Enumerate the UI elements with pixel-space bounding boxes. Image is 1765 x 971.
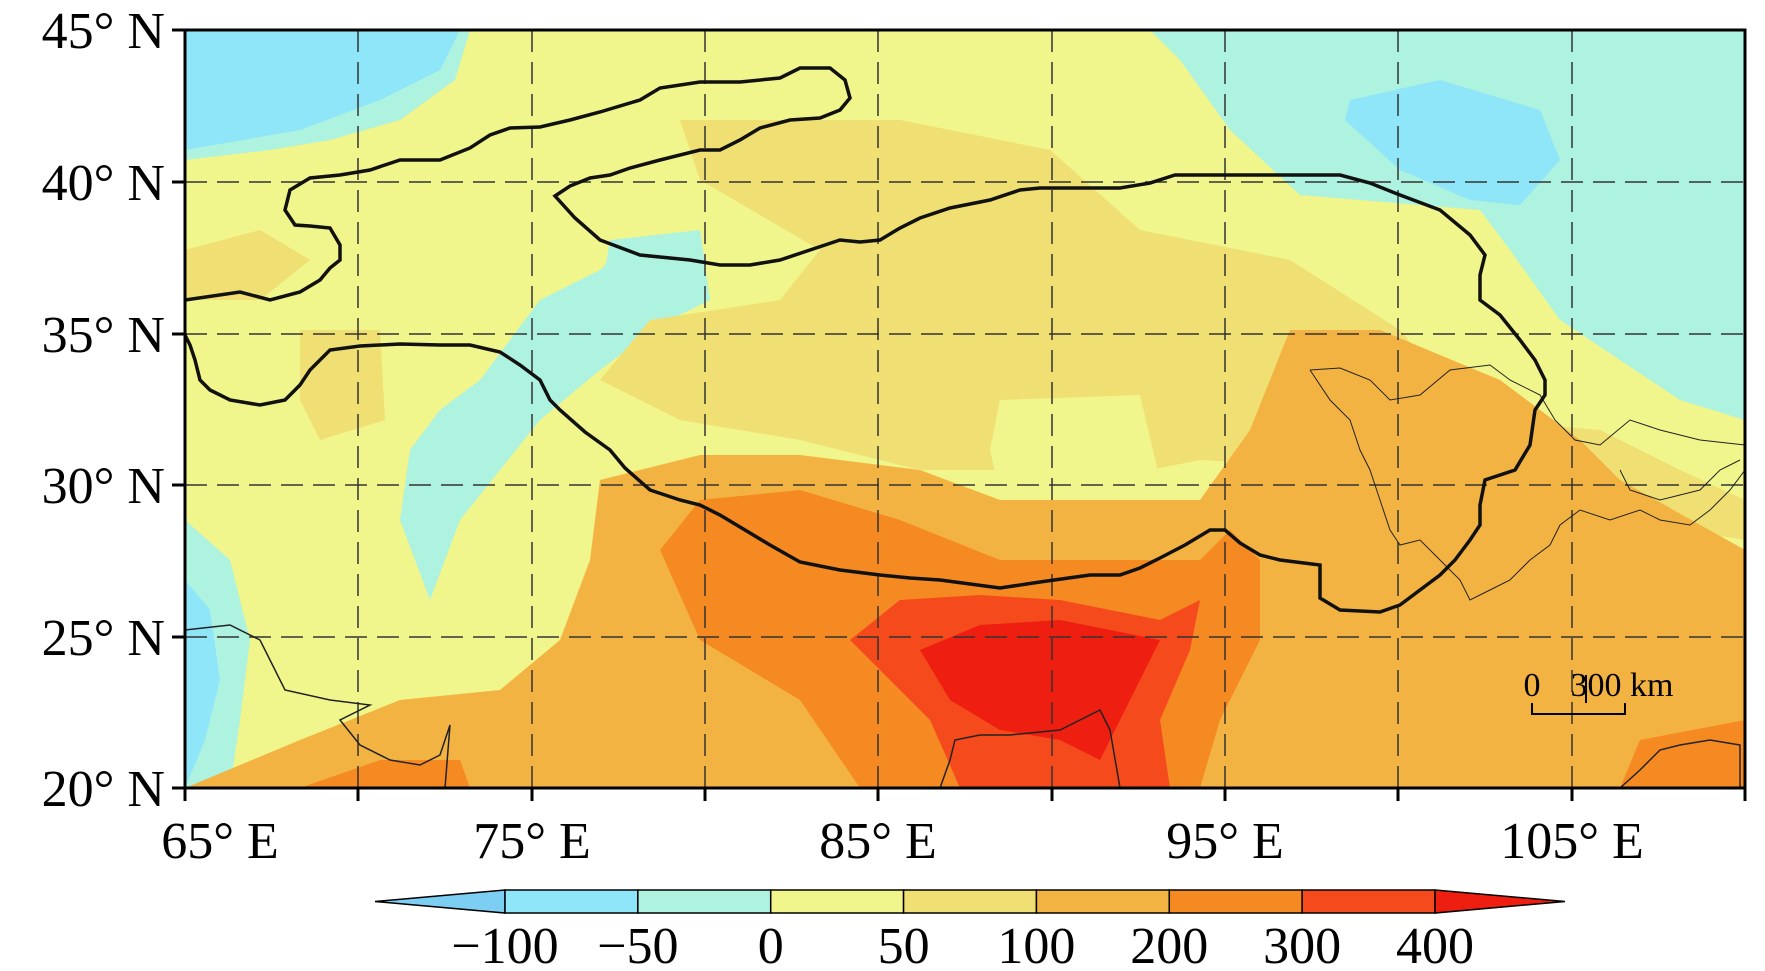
- plateau-boundary: [185, 66, 1547, 614]
- longitude-labels: 65° E 75° E 85° E 95° E 105° E: [161, 813, 1644, 870]
- contour-200-300-southwest: [300, 760, 470, 788]
- lon-label-75: 75° E: [473, 813, 591, 870]
- scale-bar-zero-label: 0: [1524, 667, 1541, 704]
- contour-50-100-central: [600, 120, 1450, 480]
- colorbar-bin: [769, 889, 905, 914]
- lat-label-45: 45° N: [42, 3, 165, 60]
- coastlines: [185, 624, 1741, 788]
- lon-label-105: 105° E: [1500, 813, 1644, 870]
- lat-label-25: 25° N: [42, 610, 165, 667]
- colorbar-bin: [1301, 889, 1436, 914]
- colorbar-bin: [637, 889, 772, 914]
- colorbar-tick-label: −50: [597, 918, 678, 971]
- colorbar-tick-label: 200: [1130, 918, 1208, 971]
- colorbar-bin: [1168, 889, 1303, 914]
- contour-negative-central-west: [400, 240, 700, 600]
- colorbar-tick-label: 0: [758, 918, 784, 971]
- contour-200-300-southeast: [1620, 720, 1745, 788]
- scale-bar-line: [1531, 703, 1626, 715]
- colorbar: −100 −50 0 50 100 200 300 400: [374, 889, 1566, 971]
- plot-frame: [183, 28, 1747, 790]
- lon-label-95: 95° E: [1166, 813, 1284, 870]
- lat-label-35: 35° N: [42, 307, 165, 364]
- colorbar-bin: [504, 889, 639, 914]
- latitude-labels: 45° N 40° N 35° N 30° N 25° N 20° N: [42, 3, 165, 818]
- contour-negative-northeast: [1150, 30, 1745, 420]
- lon-label-85: 85° E: [819, 813, 937, 870]
- lon-label-65: 65° E: [161, 813, 279, 870]
- lat-label-30: 30° N: [42, 458, 165, 515]
- contour-above-400: [920, 620, 1160, 760]
- colorbar-tick-label: 400: [1396, 918, 1474, 971]
- contour-negative-inner: [600, 230, 710, 330]
- colorbar-arrow-low: [374, 889, 506, 914]
- contour-50-100-west: [185, 230, 310, 300]
- axis-ticks: [172, 28, 1747, 801]
- lat-label-20: 20° N: [42, 761, 165, 818]
- lat-label-40: 40° N: [42, 155, 165, 212]
- colorbar-tick-label: −100: [451, 918, 558, 971]
- colorbar-arrow-high: [1434, 889, 1566, 914]
- contour-lowest-northwest: [185, 30, 460, 150]
- contour-lowest-southwest: [185, 580, 220, 788]
- colorbar-tick-label: 50: [878, 918, 930, 971]
- contour-0-50-central: [990, 395, 1160, 500]
- colorbar-tick-label: 300: [1263, 918, 1341, 971]
- colorbar-bin: [902, 889, 1038, 914]
- scale-bar-distance-label: 300 km: [1571, 667, 1674, 704]
- province-borders: [1309, 364, 1745, 601]
- colorbar-tick-label: 100: [997, 918, 1075, 971]
- scale-bar: 0 300 km: [1524, 667, 1674, 715]
- colorbar-bin: [1035, 889, 1171, 914]
- contour-field: [185, 30, 1745, 788]
